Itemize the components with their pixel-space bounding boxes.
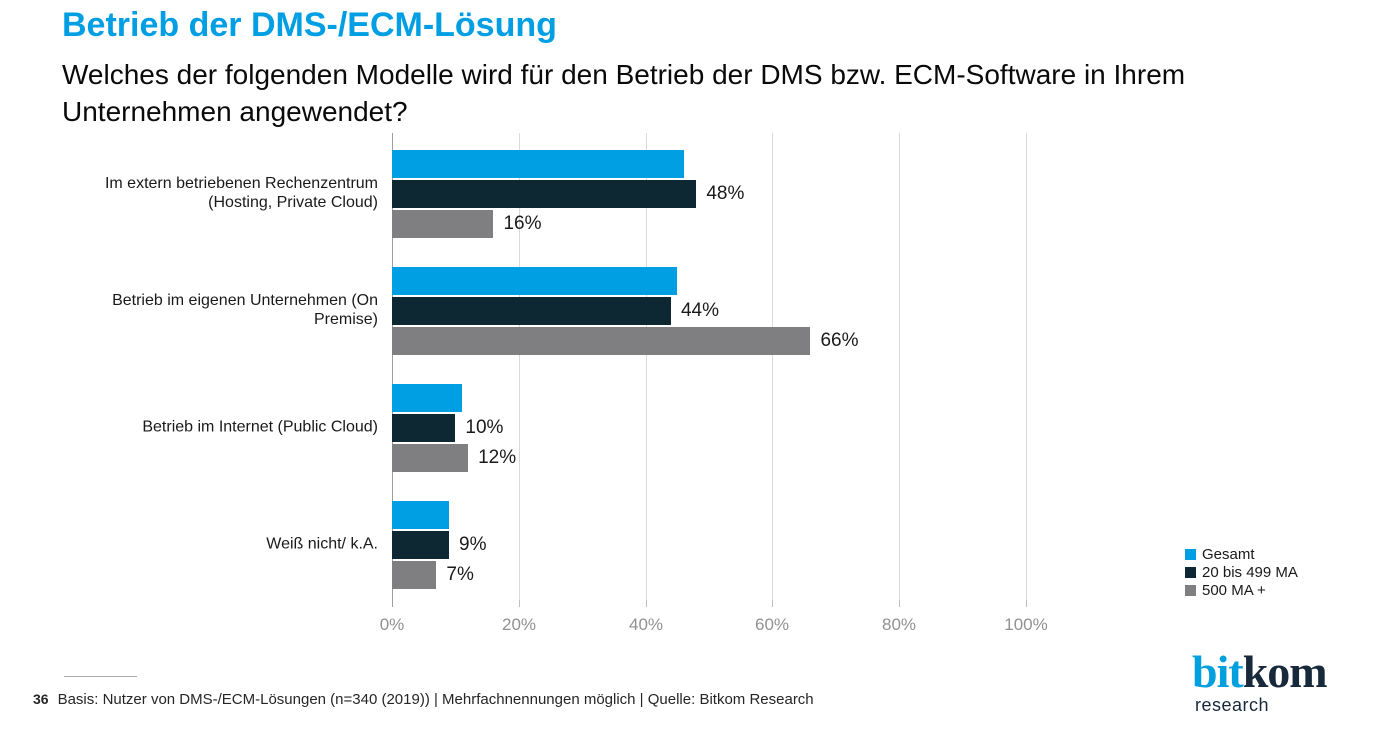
x-tick-label: 60% <box>754 615 790 634</box>
x-tick-label: 80% <box>881 615 917 634</box>
grid-line <box>646 133 647 600</box>
legend-label: 500 MA + <box>1202 582 1266 599</box>
axis-tick <box>772 600 773 607</box>
bar-20-499-ma <box>392 531 450 559</box>
page-number: 36 <box>33 691 49 707</box>
logo-word-bit: bit <box>1192 646 1244 697</box>
axis-tick <box>646 600 647 607</box>
grid-line <box>899 133 900 600</box>
bar-20-499-ma <box>392 180 697 208</box>
bar-500-ma-plus <box>392 327 811 355</box>
x-tick-label: 40% <box>628 615 664 634</box>
legend-label: 20 bis 499 MA <box>1202 564 1298 581</box>
footnote: 36 Basis: Nutzer von DMS-/ECM-Lösungen (… <box>33 691 814 708</box>
footnote-text: Basis: Nutzer von DMS-/ECM-Lösungen (n=3… <box>57 691 814 708</box>
x-tick-label: 100% <box>1004 615 1048 634</box>
grid-line <box>519 133 520 600</box>
axis-tick <box>1026 600 1027 607</box>
x-tick-label: 0% <box>379 615 405 634</box>
axis-tick <box>899 600 900 607</box>
chart: 48% 16% 44% 66% 10% 12% 9% 7% 0% 20% 40% 60% 80% 100… <box>0 133 1387 643</box>
bar-gesamt <box>392 150 684 178</box>
bar-value-label: 16% <box>503 213 542 234</box>
category-label: Im extern betriebenen Rechenzentrum (Hos… <box>104 175 378 211</box>
category-label: Betrieb im eigenen Unternehmen (On Premi… <box>112 292 378 328</box>
logo-word-kom: kom <box>1242 646 1328 697</box>
bar-gesamt <box>392 501 450 529</box>
page-title: Betrieb der DMS-/ECM-Lösung <box>62 6 557 44</box>
bar-value-label: 12% <box>478 447 517 468</box>
bar-value-label: 44% <box>680 300 719 321</box>
bar-20-499-ma <box>392 297 671 325</box>
bar-value-label: 66% <box>820 330 859 351</box>
plot-area: 48% 16% 44% 66% 10% 12% 9% 7% <box>392 133 1027 607</box>
legend: Gesamt 20 bis 499 MA 500 MA + <box>1185 546 1298 601</box>
footer-divider <box>64 676 137 677</box>
bar-value-label: 10% <box>465 417 504 438</box>
legend-swatch <box>1185 567 1196 578</box>
bar-value-label: 48% <box>706 183 745 204</box>
legend-item: Gesamt <box>1185 546 1298 563</box>
chart-question-subtitle: Welches der folgenden Modelle wird für d… <box>62 59 1186 127</box>
axis-tick <box>519 600 520 607</box>
legend-label: Gesamt <box>1202 546 1255 563</box>
bar-500-ma-plus <box>392 210 494 238</box>
grid-line <box>1026 133 1027 600</box>
bar-value-label: 9% <box>459 534 487 555</box>
bar-gesamt <box>392 267 678 295</box>
legend-swatch <box>1185 585 1196 596</box>
bitkom-logo: bitkom research <box>1192 649 1328 716</box>
bar-500-ma-plus <box>392 444 469 472</box>
logo-wordmark: bitkom <box>1192 649 1328 695</box>
category-label: Betrieb im Internet (Public Cloud) <box>142 418 378 436</box>
bar-gesamt <box>392 384 462 412</box>
legend-item: 20 bis 499 MA <box>1185 564 1298 581</box>
logo-research-label: research <box>1195 695 1270 715</box>
legend-item: 500 MA + <box>1185 582 1298 599</box>
legend-swatch <box>1185 549 1196 560</box>
bar-value-label: 7% <box>446 564 474 585</box>
grid-line <box>772 133 773 600</box>
category-label: Weiß nicht/ k.A. <box>266 535 378 553</box>
bar-20-499-ma <box>392 414 456 442</box>
grid-line <box>392 133 393 607</box>
x-tick-label: 20% <box>501 615 537 634</box>
bar-500-ma-plus <box>392 561 437 589</box>
